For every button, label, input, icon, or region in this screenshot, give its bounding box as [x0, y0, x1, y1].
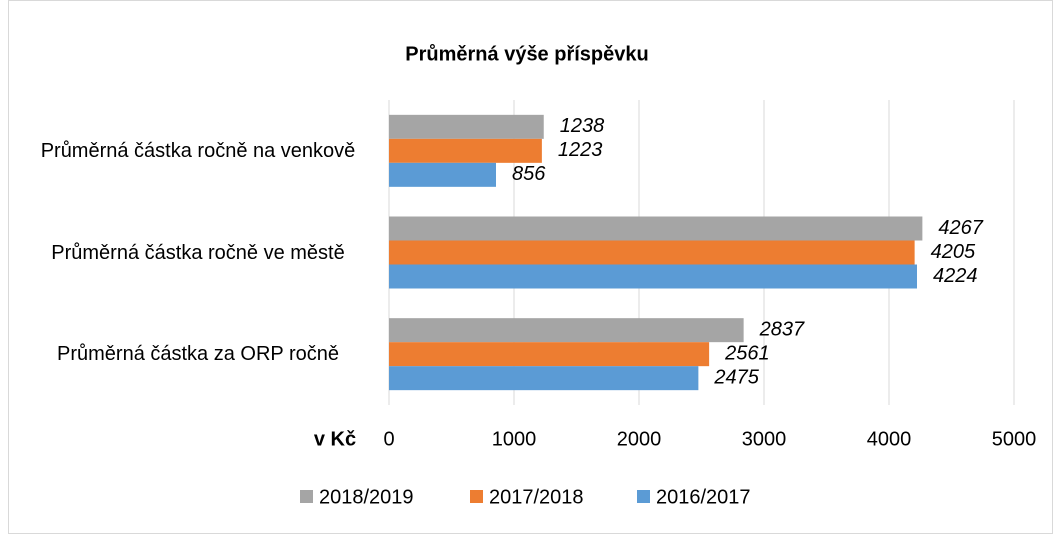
x-tick-label: 0	[383, 428, 394, 450]
x-tick-label: 1000	[492, 428, 537, 450]
y-tick-label: Průměrná částka za ORP ročně	[57, 343, 339, 366]
data-label: 1223	[558, 139, 603, 161]
y-tick-label: Průměrná částka ročně ve městě	[51, 241, 345, 264]
data-label: 4205	[931, 241, 976, 263]
x-tick-label: 3000	[742, 428, 787, 450]
chart-title: Průměrná výše příspěvku	[405, 43, 648, 65]
data-label: 2475	[713, 366, 759, 388]
data-label: 4267	[938, 217, 983, 239]
bar	[389, 138, 542, 163]
legend-swatch	[637, 490, 650, 503]
x-axis-label: v Kč	[314, 428, 356, 450]
legend-label: 2017/2018	[489, 486, 584, 508]
bar	[389, 162, 496, 187]
bar	[389, 114, 544, 139]
x-tick-label: 2000	[617, 428, 662, 450]
bar	[389, 342, 710, 367]
legend-label: 2016/2017	[656, 486, 751, 508]
data-label: 856	[512, 163, 546, 185]
data-label: 1238	[560, 115, 605, 137]
data-label: 2561	[724, 342, 770, 364]
data-label: 4224	[933, 265, 978, 287]
legend-label: 2018/2019	[319, 486, 414, 508]
bar	[389, 366, 699, 391]
x-tick-label: 5000	[992, 428, 1037, 450]
legend-swatch	[300, 490, 313, 503]
data-label: 2837	[759, 318, 805, 340]
bar	[389, 216, 923, 241]
bar	[389, 264, 917, 289]
y-tick-label: Průměrná částka ročně na venkově	[40, 139, 356, 162]
x-tick-label: 4000	[867, 428, 912, 450]
bar	[389, 240, 915, 265]
legend-swatch	[470, 490, 483, 503]
bar	[389, 318, 744, 343]
